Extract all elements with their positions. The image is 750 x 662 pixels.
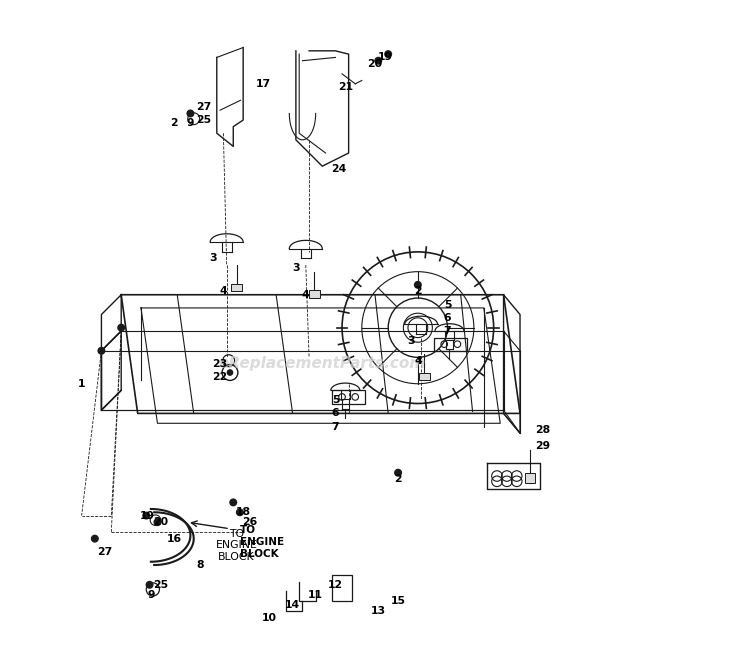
Text: 7: 7 <box>332 422 339 432</box>
Circle shape <box>98 348 105 354</box>
Text: 9: 9 <box>187 118 194 128</box>
Text: 15: 15 <box>391 596 406 606</box>
Text: 18: 18 <box>236 507 250 517</box>
Text: 4: 4 <box>220 287 227 297</box>
Circle shape <box>385 51 392 58</box>
Text: 6: 6 <box>332 408 339 418</box>
Text: TO
ENGINE
BLOCK: TO ENGINE BLOCK <box>216 529 257 562</box>
Text: 1: 1 <box>78 379 86 389</box>
Text: 4: 4 <box>414 355 422 365</box>
Text: 23: 23 <box>212 359 228 369</box>
Text: TO
ENGINE
BLOCK: TO ENGINE BLOCK <box>240 526 284 559</box>
Text: 5: 5 <box>332 395 339 405</box>
Text: 13: 13 <box>370 606 386 616</box>
Bar <box>231 283 242 291</box>
Bar <box>525 473 536 483</box>
Text: 20: 20 <box>153 517 168 527</box>
Circle shape <box>154 519 160 526</box>
Text: 10: 10 <box>262 613 277 623</box>
Bar <box>332 391 365 404</box>
Text: 25: 25 <box>153 580 168 590</box>
Text: 3: 3 <box>292 263 300 273</box>
Bar <box>419 373 430 381</box>
Text: 9: 9 <box>147 590 154 600</box>
Text: 27: 27 <box>97 547 112 557</box>
Text: 14: 14 <box>285 600 300 610</box>
Text: 25: 25 <box>196 115 211 125</box>
Text: 28: 28 <box>536 425 550 435</box>
Text: 2: 2 <box>394 475 402 485</box>
Circle shape <box>415 281 422 288</box>
Text: 3: 3 <box>407 336 415 346</box>
Bar <box>309 290 320 298</box>
Bar <box>332 575 352 601</box>
Circle shape <box>236 509 243 516</box>
Text: 3: 3 <box>210 254 218 263</box>
Text: 17: 17 <box>255 79 271 89</box>
Text: 2: 2 <box>170 118 178 128</box>
Circle shape <box>118 324 124 331</box>
Text: 11: 11 <box>308 590 323 600</box>
Text: 26: 26 <box>242 517 257 527</box>
Text: 19: 19 <box>140 510 155 520</box>
Circle shape <box>143 512 149 519</box>
Circle shape <box>227 370 232 375</box>
Text: 16: 16 <box>166 534 182 544</box>
Circle shape <box>146 581 153 588</box>
Text: 7: 7 <box>444 326 452 336</box>
Text: 21: 21 <box>338 82 353 92</box>
Circle shape <box>230 499 236 506</box>
Bar <box>434 338 467 351</box>
Text: 20: 20 <box>368 59 382 69</box>
Text: 8: 8 <box>196 560 204 570</box>
Text: 12: 12 <box>328 580 343 590</box>
Text: 4: 4 <box>302 290 310 300</box>
Text: eReplacementParts.com: eReplacementParts.com <box>219 356 426 371</box>
Circle shape <box>92 536 98 542</box>
Text: 27: 27 <box>196 102 211 112</box>
Text: 24: 24 <box>331 164 346 175</box>
Circle shape <box>187 110 194 117</box>
Text: 19: 19 <box>377 52 392 62</box>
Text: 29: 29 <box>536 442 550 451</box>
Circle shape <box>394 469 401 476</box>
Text: 5: 5 <box>444 300 452 310</box>
Circle shape <box>375 58 382 64</box>
Text: 22: 22 <box>212 372 228 382</box>
Text: 6: 6 <box>444 313 452 323</box>
Text: 2: 2 <box>414 287 422 297</box>
